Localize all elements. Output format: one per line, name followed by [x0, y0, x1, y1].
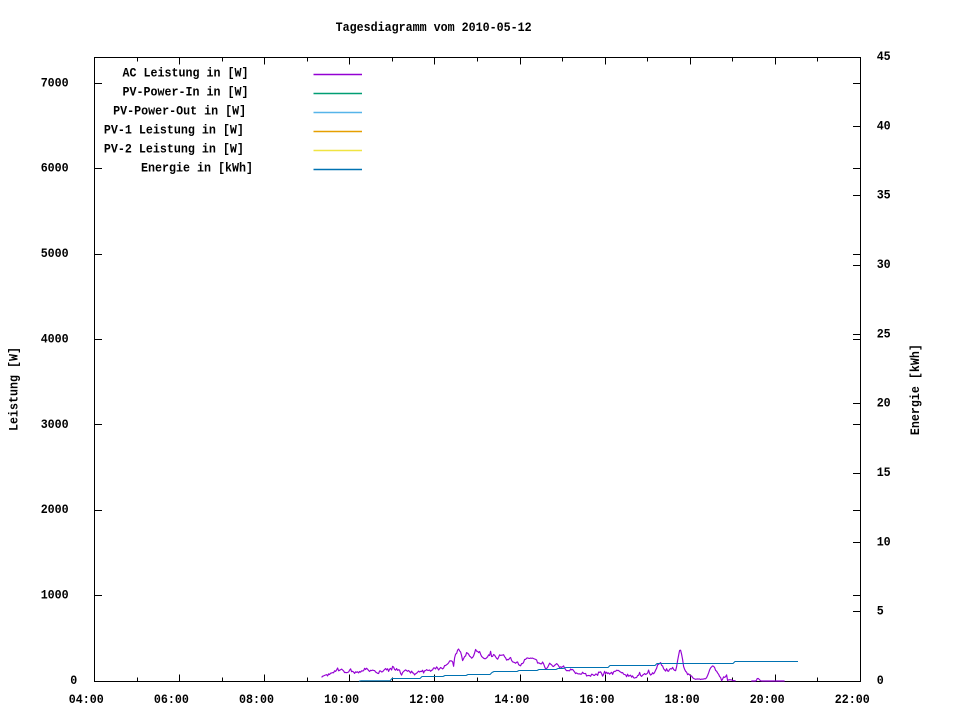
svg-text:1000: 1000 [41, 588, 69, 603]
svg-text:Energie [kWh]: Energie [kWh] [908, 344, 923, 435]
svg-text:04:00: 04:00 [69, 692, 104, 707]
svg-text:6000: 6000 [41, 161, 69, 176]
svg-text:35: 35 [877, 188, 891, 203]
svg-text:AC Leistung in [W]: AC Leistung in [W] [122, 66, 248, 81]
svg-text:PV-2 Leistung in [W]: PV-2 Leistung in [W] [104, 142, 244, 157]
svg-text:3000: 3000 [41, 417, 69, 432]
svg-text:06:00: 06:00 [154, 692, 189, 707]
svg-text:5000: 5000 [41, 246, 69, 261]
svg-text:10: 10 [877, 534, 891, 549]
svg-text:PV-Power-In in [W]: PV-Power-In in [W] [122, 85, 248, 100]
svg-text:14:00: 14:00 [494, 692, 529, 707]
svg-text:7000: 7000 [41, 75, 69, 90]
svg-text:0: 0 [877, 673, 884, 688]
svg-text:40: 40 [877, 118, 891, 133]
svg-text:PV-Power-Out in [W]: PV-Power-Out in [W] [113, 104, 246, 119]
svg-text:22:00: 22:00 [835, 692, 870, 707]
svg-text:4000: 4000 [41, 331, 69, 346]
svg-text:PV-1 Leistung in [W]: PV-1 Leistung in [W] [104, 123, 244, 138]
svg-text:08:00: 08:00 [239, 692, 274, 707]
svg-text:2000: 2000 [41, 502, 69, 517]
svg-text:20:00: 20:00 [750, 692, 785, 707]
svg-text:5: 5 [877, 604, 884, 619]
svg-text:30: 30 [877, 257, 891, 272]
svg-text:12:00: 12:00 [409, 692, 444, 707]
svg-text:Leistung [W]: Leistung [W] [7, 347, 22, 431]
svg-text:45: 45 [877, 49, 891, 64]
svg-text:25: 25 [877, 326, 891, 341]
svg-text:15: 15 [877, 465, 891, 480]
svg-text:18:00: 18:00 [665, 692, 700, 707]
svg-text:Tagesdiagramm vom 2010-05-12: Tagesdiagramm vom 2010-05-12 [336, 20, 532, 35]
svg-text:10:00: 10:00 [324, 692, 359, 707]
svg-text:16:00: 16:00 [579, 692, 614, 707]
svg-text:0: 0 [70, 673, 77, 688]
svg-text:Energie in [kWh]: Energie in [kWh] [141, 161, 253, 176]
svg-text:20: 20 [877, 396, 891, 411]
